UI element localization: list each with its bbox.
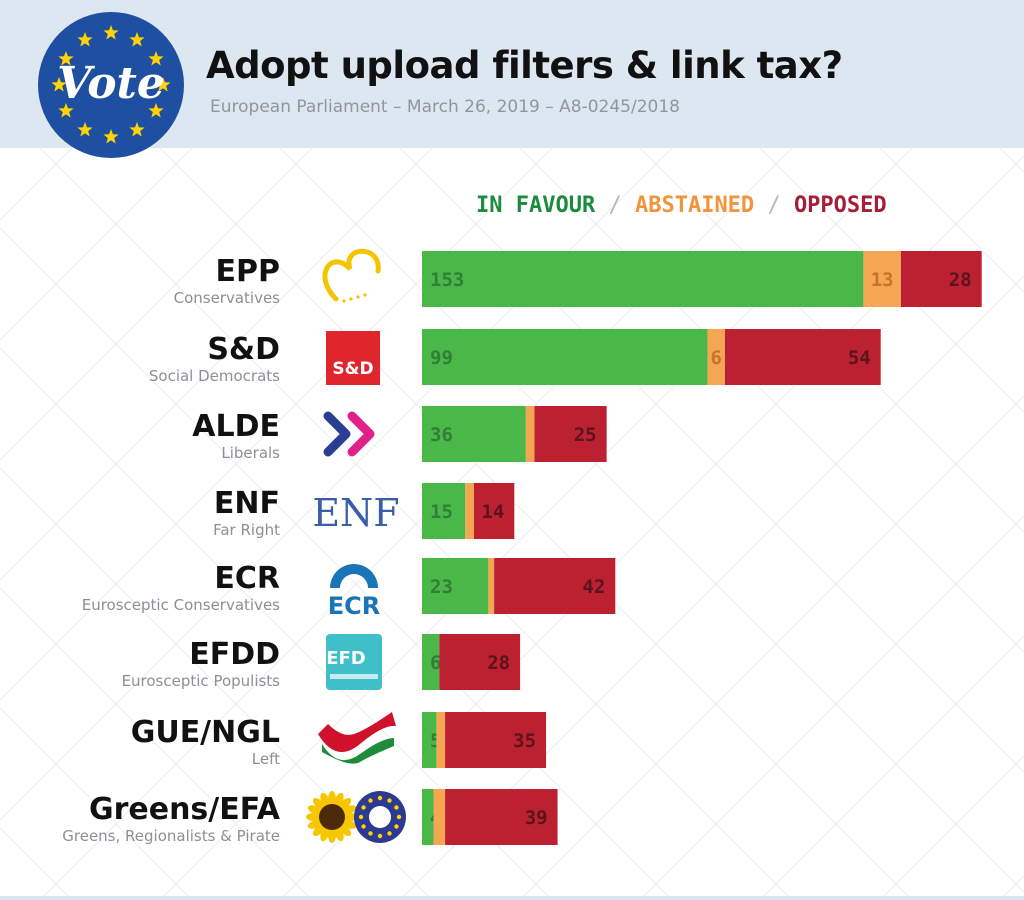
- party-description-label: Liberals: [221, 444, 280, 462]
- bar-segment-in-favour: [422, 712, 437, 768]
- bar-segment-in-favour: [422, 251, 864, 307]
- logo-text: ECR: [328, 592, 381, 620]
- bar-value-label: 35: [513, 730, 536, 752]
- page-title: Adopt upload filters & link tax?: [206, 44, 843, 87]
- party-name-label: Greens/EFA: [89, 792, 281, 827]
- party-name-label: ALDE: [192, 409, 280, 444]
- bar-value-label: 6: [430, 652, 441, 674]
- legend-in-favour: IN FAVOUR: [476, 193, 596, 218]
- star-icon: [148, 51, 164, 66]
- eu-stars-icon: [51, 25, 171, 144]
- bar-segment-opposed: [494, 558, 616, 614]
- bar-value-label: 36: [430, 424, 453, 446]
- legend-opposed: OPPOSED: [793, 193, 887, 218]
- star-icon: [103, 25, 119, 40]
- bar-value-label: 42: [582, 576, 605, 598]
- bar-segment-in-favour: [422, 329, 708, 385]
- gue-ngl-flag-logo: [318, 712, 396, 764]
- bar-value-label: 5: [430, 730, 441, 752]
- bar-segment-opposed: [900, 251, 982, 307]
- star-icon: [51, 77, 67, 92]
- bar-segment-abstained: [863, 251, 901, 307]
- legend-abstained: ABSTAINED: [634, 193, 755, 218]
- party-name-label: S&D: [207, 332, 280, 367]
- bar-value-label: 6: [711, 347, 722, 369]
- bar-segment-abstained: [707, 329, 725, 385]
- bar-value-label: 28: [949, 269, 972, 291]
- bar-value-label: 14: [481, 501, 504, 523]
- star-icon: [103, 129, 119, 144]
- bar-segment-abstained: [465, 483, 474, 539]
- star-icon: [58, 103, 74, 118]
- chart-legend: IN FAVOUR / ABSTAINED / OPPOSED: [476, 193, 887, 218]
- party-name-label: GUE/NGL: [131, 715, 280, 750]
- party-description-label: Far Right: [213, 521, 280, 539]
- page-subtitle: European Parliament – March 26, 2019 – A…: [210, 97, 680, 117]
- party-name-label: ENF: [214, 486, 280, 521]
- party-description-label: Left: [252, 750, 280, 768]
- bar-segment-in-favour: [422, 789, 434, 845]
- party-name-label: EPP: [216, 254, 280, 289]
- bottom-border: [0, 896, 1024, 900]
- party-description-label: Conservatives: [174, 289, 281, 307]
- efdd-logo: EFD: [326, 634, 382, 690]
- bar-segment-opposed: [439, 634, 521, 690]
- bar-value-label: 153: [430, 269, 464, 291]
- bar-segment-abstained: [436, 712, 446, 768]
- party-description-label: Social Democrats: [149, 367, 280, 385]
- ecr-logo: ECR: [328, 564, 381, 620]
- bar-value-label: 39: [525, 807, 548, 829]
- legend-separator: /: [608, 193, 622, 218]
- star-icon: [58, 51, 74, 66]
- star-icon: [129, 122, 145, 137]
- star-icon: [77, 31, 93, 47]
- epp-heart-logo: [322, 248, 381, 303]
- logo-text: EFD: [326, 648, 366, 669]
- bar-value-label: 15: [430, 501, 453, 523]
- star-icon: [148, 103, 164, 118]
- bar-segment-in-favour: [422, 406, 526, 462]
- star-icon: [77, 122, 93, 137]
- bar-segment-opposed: [445, 789, 558, 845]
- greens-efa-logo: [306, 791, 406, 843]
- party-name-label: EFDD: [189, 637, 280, 672]
- logo-text: S&D: [332, 359, 373, 379]
- party-description-label: Eurosceptic Conservatives: [82, 596, 280, 614]
- bar-value-label: 13: [871, 269, 894, 291]
- vote-logo-text: Vote: [57, 58, 165, 109]
- star-icon: [129, 31, 145, 47]
- enf-logo: ENF: [312, 491, 399, 535]
- bar-value-label: 99: [430, 347, 453, 369]
- party-description-label: Eurosceptic Populists: [122, 672, 281, 690]
- star-icon: [155, 77, 171, 92]
- vote-logo: Vote: [38, 12, 184, 158]
- legend-separator: /: [767, 193, 781, 218]
- alde-chevrons-logo: [323, 411, 375, 457]
- party-name-label: ECR: [214, 561, 280, 596]
- party-description-label: Greens, Regionalists & Pirate: [62, 827, 280, 845]
- bar-segment-abstained: [488, 558, 495, 614]
- bar-value-label: 23: [430, 576, 453, 598]
- bar-segment-opposed: [534, 406, 607, 462]
- vote-logo-circle: [38, 12, 184, 158]
- logo-text: ENF: [312, 491, 399, 535]
- bar-value-label: 25: [574, 424, 597, 446]
- bar-value-label: 54: [848, 347, 871, 369]
- bar-segment-abstained: [433, 789, 446, 845]
- bar-segment-in-favour: [422, 483, 466, 539]
- bar-segment-opposed: [724, 329, 881, 385]
- bar-segment-in-favour: [422, 558, 489, 614]
- bar-value-label: 28: [487, 652, 510, 674]
- sd-logo: S&D: [326, 331, 380, 385]
- bar-segment-abstained: [525, 406, 535, 462]
- bar-segment-in-favour: [422, 634, 440, 690]
- bar-segment-opposed: [445, 712, 547, 768]
- bar-segment-opposed: [473, 483, 515, 539]
